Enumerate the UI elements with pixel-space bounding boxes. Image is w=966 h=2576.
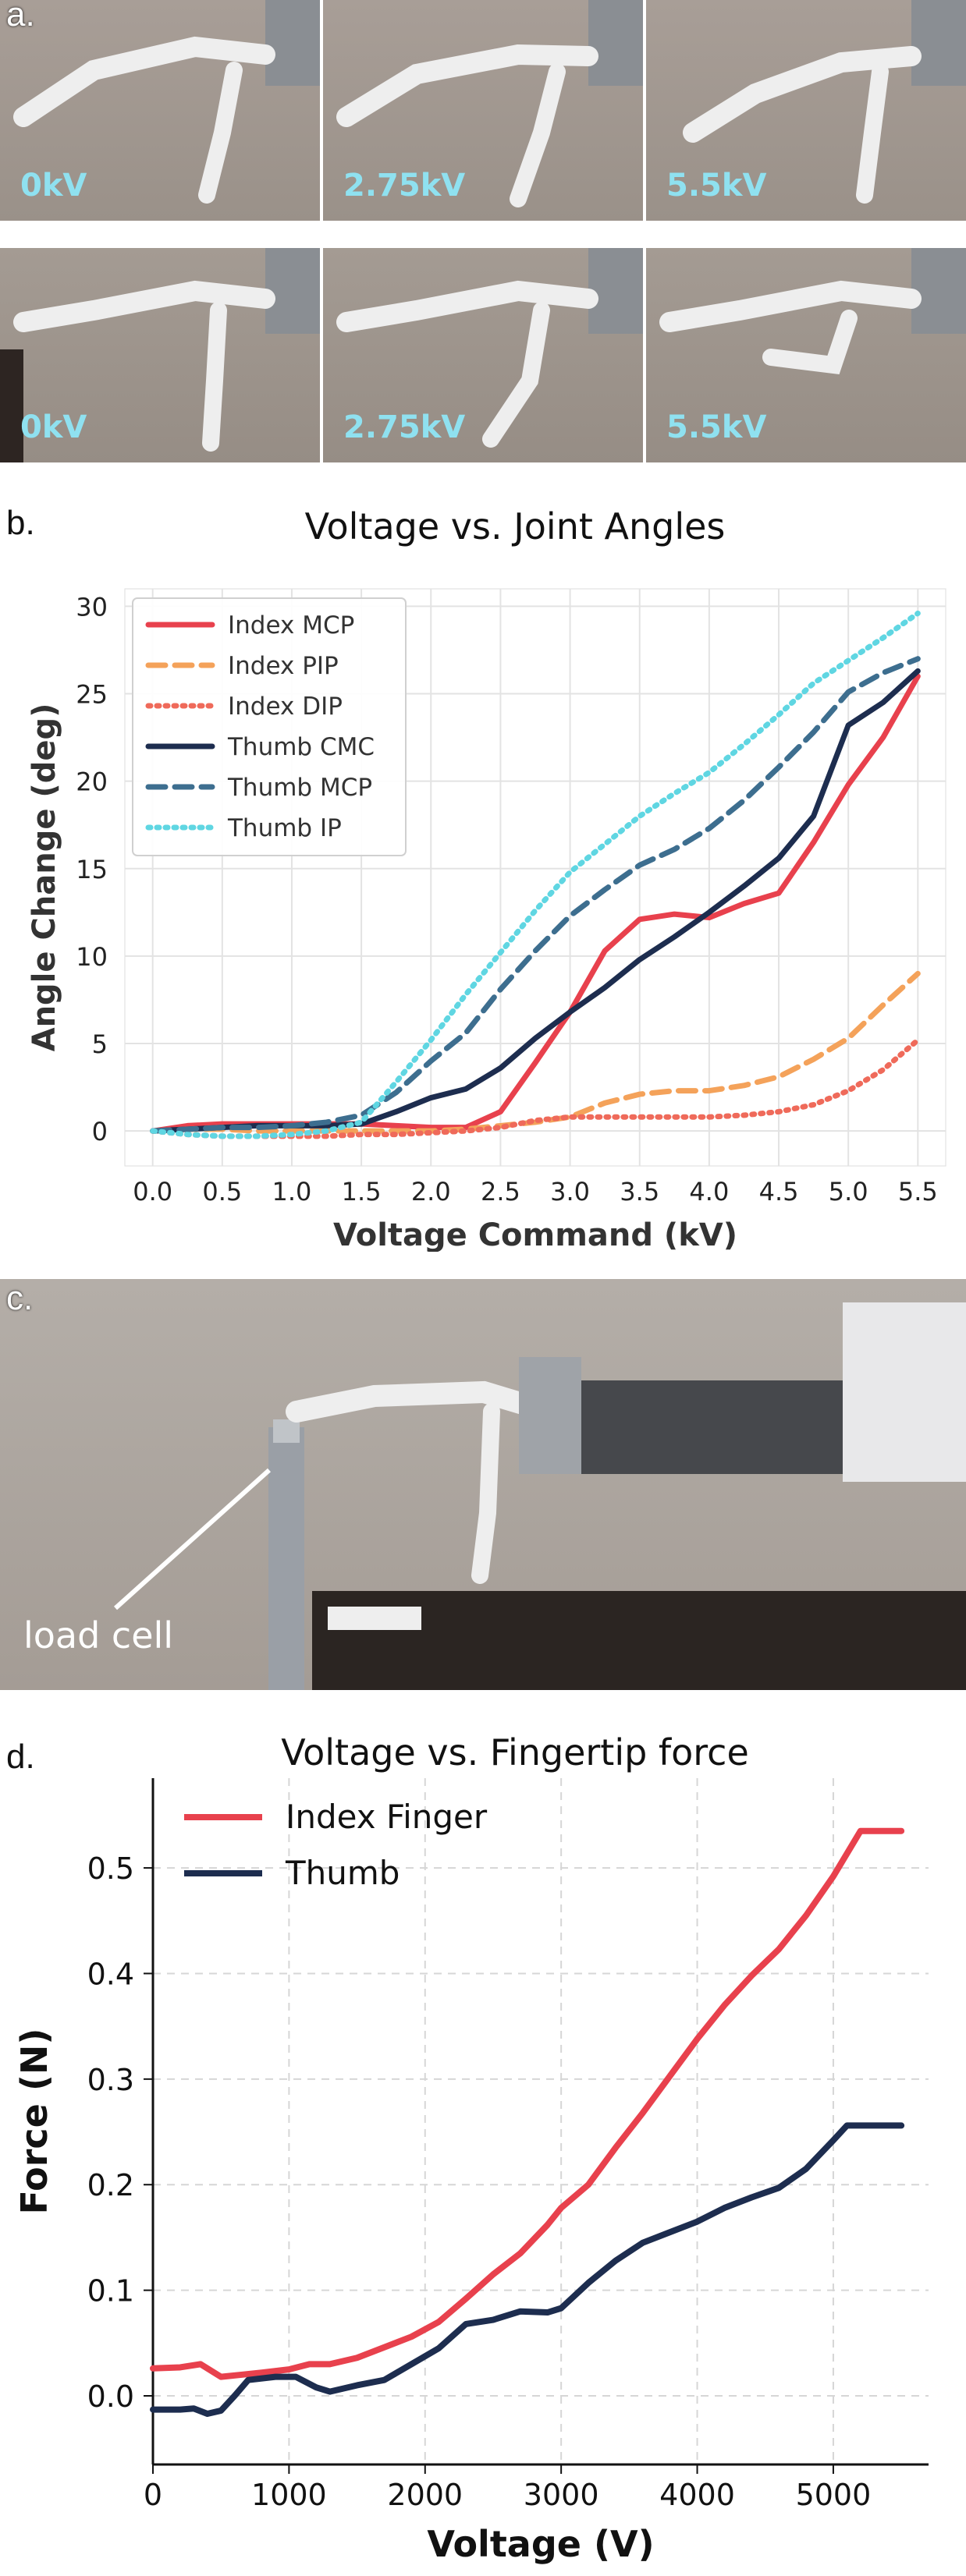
x-tick-label: 1.5: [342, 1177, 382, 1207]
hand-illustration: [13, 0, 320, 204]
y-axis-label: Force (N): [13, 2029, 55, 2215]
chart-d-title: Voltage vs. Fingertip force: [281, 1731, 749, 1773]
chart-fingertip-force: 0.0 0.1 0.2 0.3 0.4 0.5 0 1000 2000 3000 4000 5000 V…: [13, 1778, 929, 2565]
y-tick-label: 10: [76, 942, 108, 972]
hand-illustration: [683, 0, 966, 204]
x-tick-label: 3.5: [620, 1177, 659, 1207]
chart-joint-angles: 0 5 10 15 20 25 30 0.0 0.5 1.0 1.5 2.0 2.5 3.0 3.5 4.0 4…: [27, 588, 946, 1252]
series-line: [150, 610, 921, 1139]
x-tick-label: 4000: [659, 2478, 735, 2512]
x-tick-label: 3000: [524, 2478, 599, 2512]
x-tick-label: 4.5: [759, 1177, 799, 1207]
photo-a-row1-frame2: 2.75kV: [323, 0, 643, 221]
hand-illustration: [659, 248, 966, 375]
legend-label: Thumb IP: [227, 814, 342, 842]
photo-a-row2-frame1: 0kV: [0, 248, 320, 462]
frame-label: 5.5kV: [666, 409, 767, 445]
x-tick-label: 2.0: [411, 1177, 451, 1207]
photo-a-row1-frame3: 5.5kV: [646, 0, 966, 221]
photo-a-row2-frame2: 2.75kV: [323, 248, 643, 462]
series-line: [150, 668, 921, 1134]
legend-label: Index DIP: [228, 693, 343, 721]
legend-label: Thumb MCP: [227, 774, 372, 802]
y-tick-label: 0.1: [87, 2274, 134, 2308]
frame-label: 2.75kV: [343, 168, 466, 204]
y-axis-label: Angle Change (deg): [27, 703, 62, 1052]
hand-illustration: [336, 0, 643, 207]
series-line: [150, 656, 921, 1134]
panel-b-letter: b.: [6, 504, 35, 542]
series-line: [150, 2122, 905, 2418]
x-tick-label: 1000: [251, 2478, 327, 2512]
x-tick-label: 2000: [387, 2478, 463, 2512]
x-tick-label: 5000: [796, 2478, 872, 2512]
y-tick-label: 0.0: [87, 2379, 134, 2414]
load-cell-annotation: load cell: [23, 1614, 174, 1657]
legend-label: Index MCP: [228, 611, 354, 640]
frame-label: 0kV: [20, 409, 87, 445]
legend-label: Index PIP: [228, 652, 339, 680]
x-tick-label: 5.5: [898, 1177, 938, 1207]
frame-label: 5.5kV: [666, 168, 767, 204]
x-tick-label: 0.0: [133, 1177, 172, 1207]
frame-label: 0kV: [20, 168, 87, 204]
x-tick-label: 3.0: [550, 1177, 590, 1207]
hand-illustration: [336, 248, 643, 448]
y-tick-label: 0: [92, 1117, 108, 1146]
y-tick-label: 30: [76, 592, 108, 622]
y-tick-label: 0.2: [87, 2168, 134, 2202]
x-tick-label: 2.5: [481, 1177, 520, 1207]
x-tick-label: 0: [144, 2478, 162, 2512]
photo-a-row2-frame3: 5.5kV: [646, 248, 966, 462]
frame-label: 2.75kV: [343, 409, 466, 445]
series-line: [150, 1827, 905, 2380]
x-axis-label: Voltage (V): [427, 2523, 654, 2565]
legend-box: [132, 597, 407, 856]
chart-b-title: Voltage vs. Joint Angles: [304, 505, 726, 547]
panel-d-letter: d.: [6, 1738, 35, 1776]
legend-label: Index Finger: [286, 1798, 488, 1836]
panel-a-letter: a.: [6, 0, 35, 34]
photo-a-row1-frame1: 0kV: [0, 0, 320, 221]
y-tick-label: 5: [92, 1029, 108, 1059]
panel-c-letter: c.: [6, 1279, 34, 1317]
y-tick-label: 15: [76, 855, 108, 884]
x-tick-label: 4.0: [689, 1177, 729, 1207]
x-tick-label: 5.0: [829, 1177, 868, 1207]
setup-illustration: [113, 1302, 966, 1690]
annotation-pointer-line: [113, 1468, 272, 1610]
hand-illustration: [0, 248, 320, 462]
x-axis-label: Voltage Command (kV): [333, 1217, 737, 1252]
x-tick-label: 0.5: [202, 1177, 242, 1207]
photo-c-load-cell-setup: c. load cell: [0, 1279, 966, 1690]
y-tick-label: 25: [76, 680, 108, 710]
y-tick-label: 0.4: [87, 1957, 134, 1991]
y-tick-label: 0.5: [87, 1851, 134, 1886]
y-tick-label: 0.3: [87, 2063, 134, 2097]
y-tick-label: 20: [76, 767, 108, 797]
x-tick-label: 1.0: [272, 1177, 312, 1207]
series-line: [150, 970, 921, 1134]
legend-label: Thumb CMC: [227, 733, 375, 761]
legend-label: Thumb: [285, 1854, 400, 1892]
